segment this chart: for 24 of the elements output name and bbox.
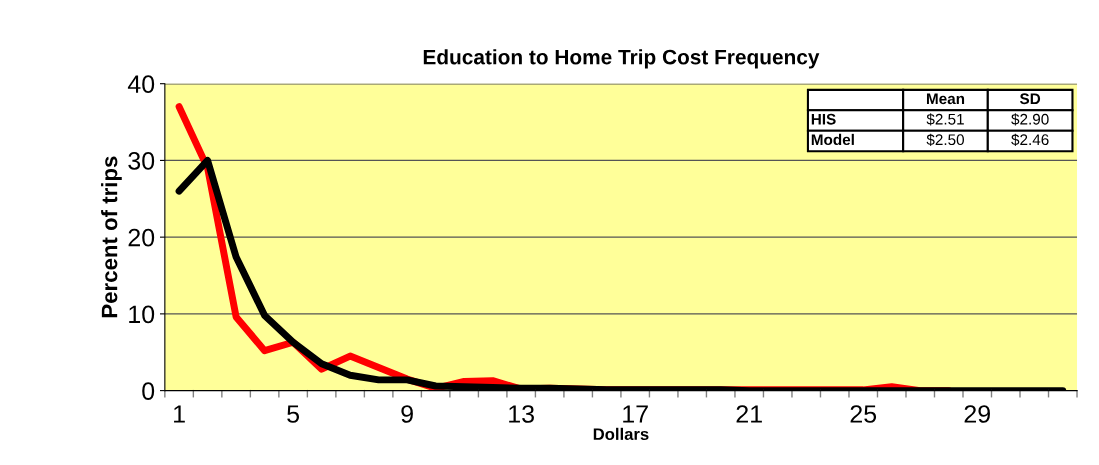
annotation: $2.46 bbox=[1011, 133, 1049, 146]
y-tick-label: 0 bbox=[142, 382, 155, 400]
annotation: HIS bbox=[811, 113, 836, 125]
y-tick-label: 20 bbox=[128, 228, 155, 247]
annotation: $2.90 bbox=[1011, 113, 1049, 126]
x-tick-label: 5 bbox=[287, 405, 300, 423]
x-tick-label: 17 bbox=[623, 405, 648, 423]
annotation: $2.50 bbox=[926, 133, 965, 146]
annotation: Model bbox=[811, 133, 854, 146]
x-axis-title: Dollars bbox=[593, 427, 649, 441]
x-tick-label: 21 bbox=[736, 405, 762, 423]
y-tick-label: 10 bbox=[129, 305, 155, 324]
annotation: $2.51 bbox=[926, 113, 964, 126]
x-tick-label: 13 bbox=[509, 405, 534, 423]
y-tick-label: 30 bbox=[128, 152, 155, 170]
x-tick-label: 25 bbox=[850, 405, 877, 423]
x-tick-label: 29 bbox=[964, 405, 990, 423]
x-tick-label: 1 bbox=[174, 405, 185, 423]
annotation: SD bbox=[1019, 93, 1041, 105]
annotation: Mean bbox=[926, 93, 965, 105]
chart-title: Education to Home Trip Cost Frequency bbox=[423, 49, 820, 69]
y-axis-title: Percent of trips bbox=[101, 156, 122, 318]
y-tick-label: 40 bbox=[127, 75, 155, 93]
x-tick-label: 9 bbox=[401, 405, 413, 423]
